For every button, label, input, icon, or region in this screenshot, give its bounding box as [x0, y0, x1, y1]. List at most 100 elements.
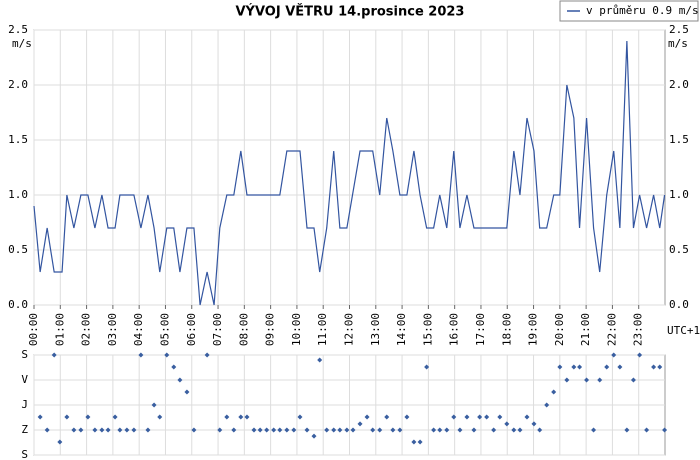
point: [544, 402, 550, 408]
point: [431, 427, 437, 433]
point: [124, 427, 130, 433]
legend-box: [559, 0, 699, 22]
point: [271, 427, 277, 433]
point: [85, 414, 91, 420]
y-axis-label-right: m/s: [668, 37, 688, 50]
point: [504, 421, 510, 427]
x-tick-label: 15:00: [421, 313, 434, 346]
point: [157, 414, 163, 420]
point: [471, 427, 477, 433]
point: [78, 427, 84, 433]
point: [591, 427, 597, 433]
x-tick-label: 13:00: [369, 313, 382, 346]
point: [171, 364, 177, 370]
point: [477, 414, 483, 420]
x-tick-label: 17:00: [474, 313, 487, 346]
point: [564, 377, 570, 383]
point: [264, 427, 270, 433]
x-tick-label: 03:00: [106, 313, 119, 346]
point: [297, 414, 303, 420]
point: [644, 427, 650, 433]
point: [524, 414, 530, 420]
point: [424, 364, 430, 370]
point: [497, 414, 503, 420]
x-axis-label: UTC+1: [667, 324, 700, 337]
point: [311, 433, 317, 439]
y-tick-label: 1.0: [8, 188, 28, 201]
point: [44, 427, 50, 433]
y-tick-label-right: 2.5: [669, 23, 689, 36]
x-tick-label: 11:00: [316, 313, 329, 346]
point: [397, 427, 403, 433]
point: [484, 414, 490, 420]
point: [257, 427, 263, 433]
point: [571, 364, 577, 370]
point: [617, 364, 623, 370]
x-tick-label: 07:00: [211, 313, 224, 346]
point: [277, 427, 283, 433]
y-tick-label-right: 1.5: [669, 133, 689, 146]
point: [138, 352, 144, 358]
x-tick-label: 18:00: [500, 313, 513, 346]
point: [151, 402, 157, 408]
point: [662, 427, 668, 433]
y-tick-label: 1.5: [8, 133, 28, 146]
point: [651, 364, 657, 370]
point: [577, 364, 583, 370]
point: [437, 427, 443, 433]
point: [597, 377, 603, 383]
point: [370, 427, 376, 433]
point: [191, 427, 197, 433]
point: [251, 427, 257, 433]
x-tick-label: 02:00: [80, 313, 93, 346]
point: [244, 414, 250, 420]
point: [131, 427, 137, 433]
x-tick-label: 01:00: [53, 313, 66, 346]
point: [291, 427, 297, 433]
point: [451, 414, 457, 420]
y-tick-label: S: [21, 348, 28, 361]
point: [584, 377, 590, 383]
y-tick-label: 2.0: [8, 78, 28, 91]
y-tick-label: 0.0: [8, 298, 28, 311]
y-tick-label: Z: [21, 423, 28, 436]
point: [71, 427, 77, 433]
x-tick-label: 06:00: [185, 313, 198, 346]
point: [37, 414, 43, 420]
y-tick-label: 0.5: [8, 243, 28, 256]
point: [630, 377, 636, 383]
y-axis-label: m/s: [12, 37, 32, 50]
point: [324, 427, 330, 433]
point: [377, 427, 383, 433]
y-tick-label-right: 0.0: [669, 298, 689, 311]
x-tick-label: 00:00: [27, 313, 40, 346]
point: [231, 427, 237, 433]
point: [404, 414, 410, 420]
chart-title: VÝVOJ VĚTRU 14.prosince 2023: [236, 4, 465, 20]
point: [337, 427, 343, 433]
point: [444, 427, 450, 433]
x-tick-label: 14:00: [395, 313, 408, 346]
point: [64, 414, 70, 420]
x-tick-label: 23:00: [632, 313, 645, 346]
y-tick-label-right: 0.5: [669, 243, 689, 256]
point: [112, 414, 118, 420]
point: [117, 427, 123, 433]
point: [57, 439, 63, 445]
point: [390, 427, 396, 433]
point: [164, 352, 170, 358]
point: [517, 427, 523, 433]
point: [637, 352, 643, 358]
point: [238, 414, 244, 420]
point: [217, 427, 223, 433]
y-tick-label: V: [21, 373, 28, 386]
point: [51, 352, 57, 358]
point: [551, 389, 557, 395]
point: [611, 352, 617, 358]
point: [537, 427, 543, 433]
x-tick-label: 05:00: [158, 313, 171, 346]
point: [624, 427, 630, 433]
point: [364, 414, 370, 420]
x-tick-label: 16:00: [448, 313, 461, 346]
point: [344, 427, 350, 433]
